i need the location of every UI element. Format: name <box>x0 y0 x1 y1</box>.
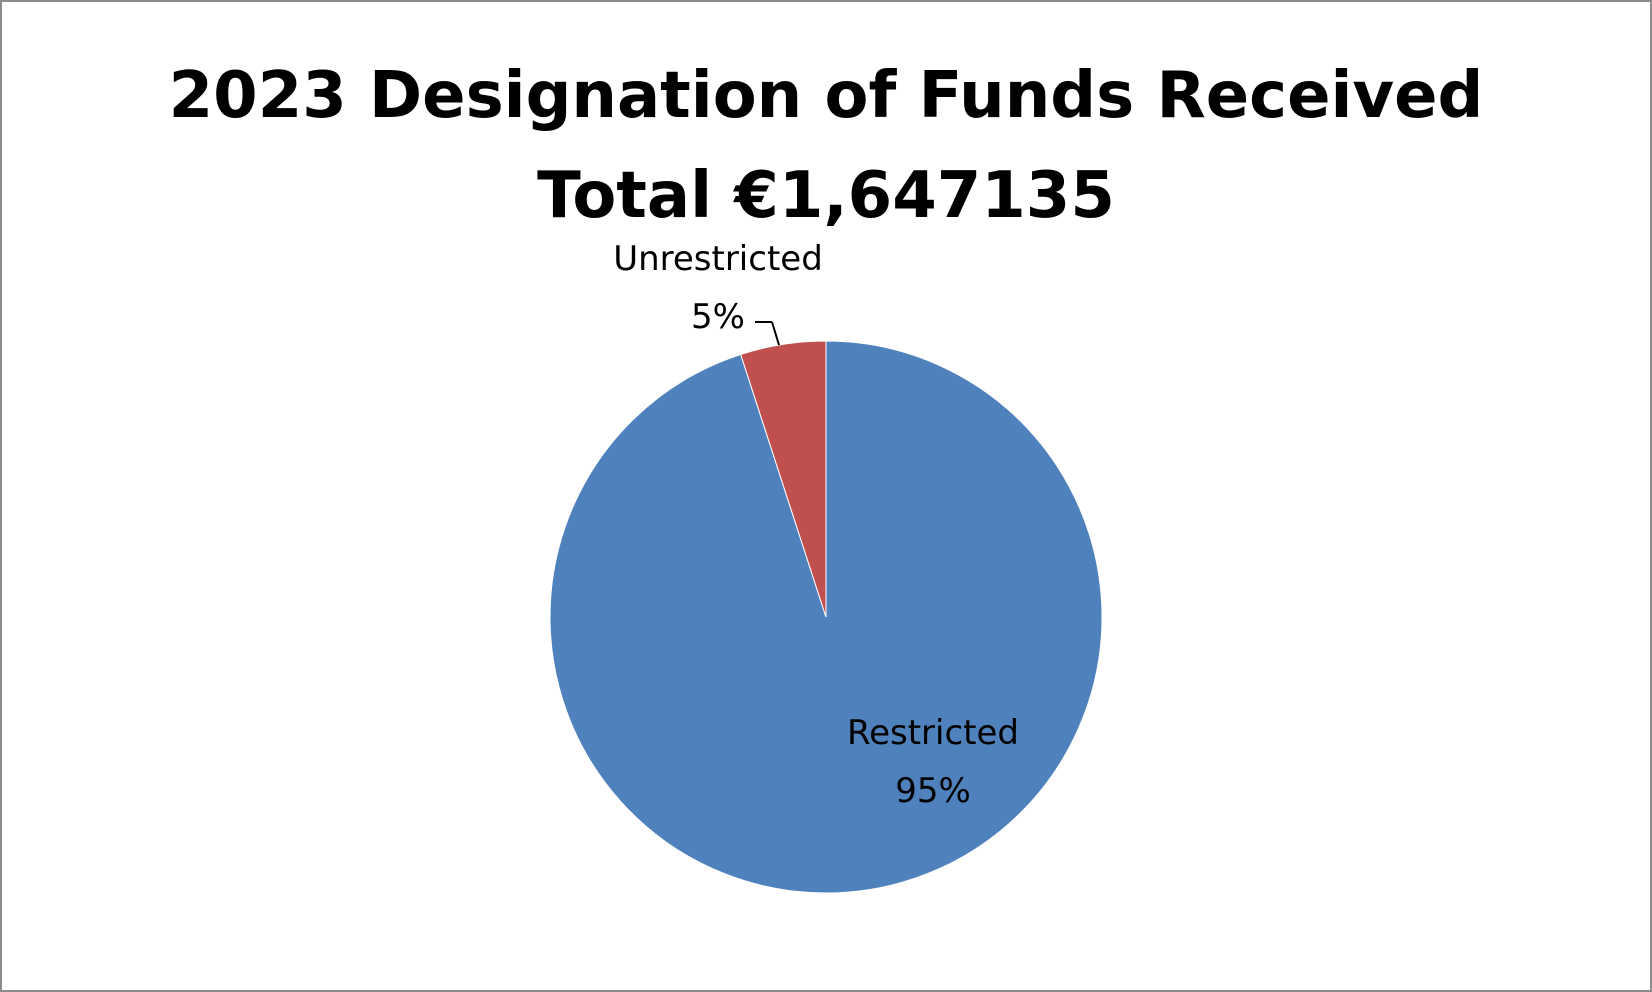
slice-label-name-unrestricted: Unrestricted <box>613 239 823 279</box>
pie-slice-unrestricted <box>740 340 827 618</box>
leader-line-unrestricted-tick <box>771 321 780 346</box>
chart-title: 2023 Designation of Funds Received <box>168 59 1484 133</box>
slice-label-name-restricted: Restricted <box>847 713 1019 753</box>
chart-title-block: 2023 Designation of Funds Received Total… <box>2 46 1650 246</box>
chart-subtitle: Total €1,647135 <box>537 159 1115 233</box>
slice-label-value-restricted: 95% <box>895 771 971 811</box>
slice-label-value-unrestricted: 5% <box>691 297 745 337</box>
pie-slices <box>549 340 1103 894</box>
